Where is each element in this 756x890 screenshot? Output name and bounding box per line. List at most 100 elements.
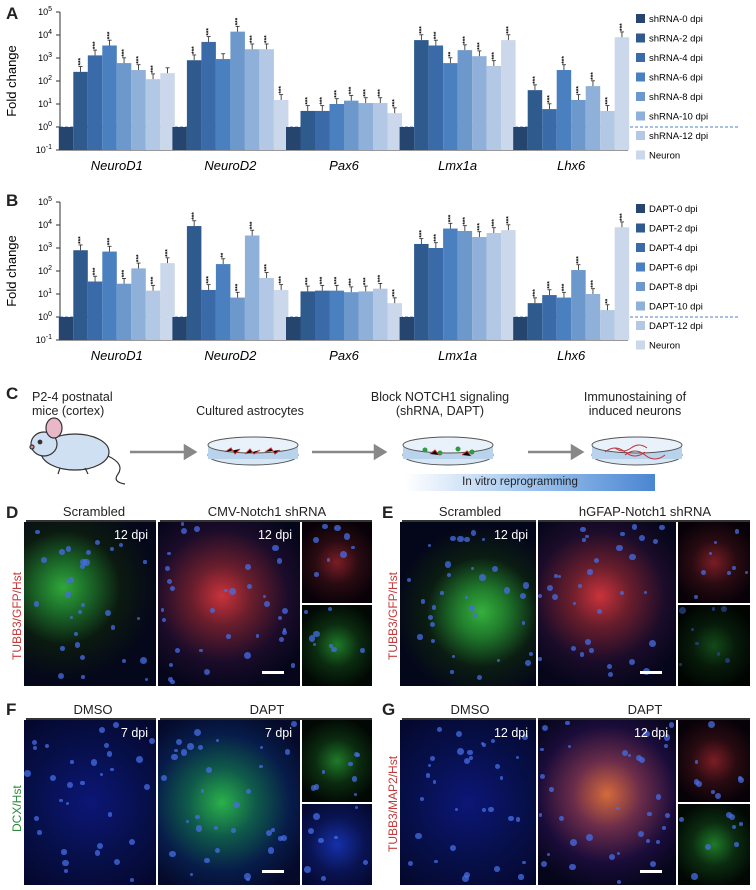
nucleus-dot <box>213 825 218 830</box>
nucleus-dot <box>656 794 662 800</box>
nucleus-dot <box>284 749 291 756</box>
nucleus-dot <box>80 603 85 607</box>
y-tick-label: 102 <box>38 265 52 276</box>
significance-label: ** <box>447 51 454 57</box>
bar <box>286 127 301 150</box>
significance-label: *** <box>235 17 242 25</box>
nucleus-dot <box>455 730 463 738</box>
scale-bar <box>262 671 284 674</box>
significance-label: *** <box>278 276 285 284</box>
nucleus-dot <box>61 849 67 855</box>
nucleus-dot <box>32 740 38 745</box>
nucleus-dot <box>64 590 72 598</box>
nucleus-dot <box>271 828 275 832</box>
nucleus-dot <box>266 830 273 837</box>
g-side-label: TUBB3/MAP2/Hst <box>386 755 400 852</box>
nucleus-dot <box>546 584 553 591</box>
e-right-title-line <box>538 520 750 522</box>
bar <box>399 127 415 150</box>
bar <box>527 303 543 340</box>
d-left-title-line <box>26 520 156 522</box>
chart-b: Fold change 10-1 100 101 102 103 104 105 *** *** *… <box>0 190 756 380</box>
significance-label: *** <box>136 56 143 64</box>
nucleus-dot <box>119 543 124 548</box>
significance-label: *** <box>191 212 198 220</box>
nucleus-dot <box>551 593 558 600</box>
legend-label: shRNA-2 dpi <box>649 34 703 45</box>
significance-label: *** <box>377 89 384 97</box>
bar <box>244 235 260 340</box>
nucleus-dot <box>582 538 586 542</box>
nucleus-dot <box>79 558 87 566</box>
significance-label: *** <box>433 234 440 242</box>
y-tick-label: 103 <box>38 52 52 63</box>
significance-label: ** <box>604 298 611 304</box>
bar <box>513 317 528 340</box>
nucleus-dot <box>193 729 201 737</box>
nucleus-dot <box>33 600 40 607</box>
bar <box>145 290 161 340</box>
nucleus-dot <box>631 524 638 530</box>
significance-label: *** <box>619 23 626 31</box>
culture-dish-icon <box>591 436 683 466</box>
nucleus-dot <box>606 663 612 669</box>
micrograph-d-green-channel <box>302 605 372 686</box>
bar <box>87 55 103 150</box>
e-left-title-line <box>402 520 536 522</box>
nucleus-dot <box>66 781 74 788</box>
legend-swatch <box>636 53 645 62</box>
micrograph-d-shrna: 12 dpi <box>158 522 300 686</box>
significance-label: *** <box>348 278 355 286</box>
nucleus-dot <box>216 738 220 742</box>
schematic-step3: Block NOTCH1 signaling (shRNA, DAPT) <box>355 390 525 418</box>
bar <box>513 127 528 150</box>
significance-label: *** <box>348 86 355 94</box>
nucleus-dot <box>508 815 514 822</box>
legend-label: shRNA-6 dpi <box>649 73 703 84</box>
nucleus-dot <box>331 646 338 653</box>
nucleus-dot <box>554 574 559 579</box>
chart-a-svg: Fold change10-1100101102103104105*******… <box>4 6 738 173</box>
micrograph-g-red-channel <box>678 720 750 802</box>
legend-label: shRNA-12 dpi <box>649 131 708 142</box>
nucleus-dot <box>193 525 201 533</box>
bar <box>315 110 330 150</box>
f-left-title: DMSO <box>73 702 113 717</box>
nucleus-dot <box>608 853 616 861</box>
nucleus-dot <box>165 566 171 572</box>
nucleus-dot <box>277 615 283 621</box>
f-side-label: DCX/Hst <box>10 785 24 832</box>
nucleus-dot <box>318 837 324 844</box>
g-right-dpi: 12 dpi <box>633 726 668 740</box>
nucleus-dot <box>678 606 686 614</box>
y-tick-label: 102 <box>38 75 52 86</box>
nucleus-dot <box>587 569 593 575</box>
nucleus-dot <box>644 591 648 595</box>
significance-label: *** <box>505 26 512 34</box>
nucleus-dot <box>308 635 316 642</box>
nucleus-dot <box>321 876 326 882</box>
significance-label: *** <box>590 72 597 80</box>
significance-label: *** <box>619 213 626 221</box>
nucleus-dot <box>37 830 42 835</box>
panel-label-c: C <box>6 384 19 403</box>
nucleus-dot <box>608 671 614 677</box>
g-right-title: DAPT <box>627 702 663 717</box>
bar <box>373 288 388 340</box>
step1-line2: mice (cortex) <box>32 404 105 418</box>
g-right-title-line <box>538 718 750 720</box>
panel-label-f: F <box>6 700 17 719</box>
nucleus-dot <box>476 674 483 681</box>
nucleus-dot <box>731 824 737 830</box>
nucleus-dot <box>540 747 544 752</box>
schematic-panel: P2-4 postnatal mice (cortex) Cultured as… <box>0 382 756 502</box>
y-tick-label: 104 <box>38 29 52 40</box>
nucleus-dot <box>586 834 594 841</box>
x-category-label: NeuroD1 <box>91 348 143 363</box>
nucleus-dot <box>419 796 424 801</box>
nucleus-dot <box>171 753 178 761</box>
f-left-title-line <box>26 718 156 720</box>
bar <box>273 289 289 340</box>
nucleus-dot <box>245 564 251 571</box>
y-tick-label: 10-1 <box>36 144 52 155</box>
